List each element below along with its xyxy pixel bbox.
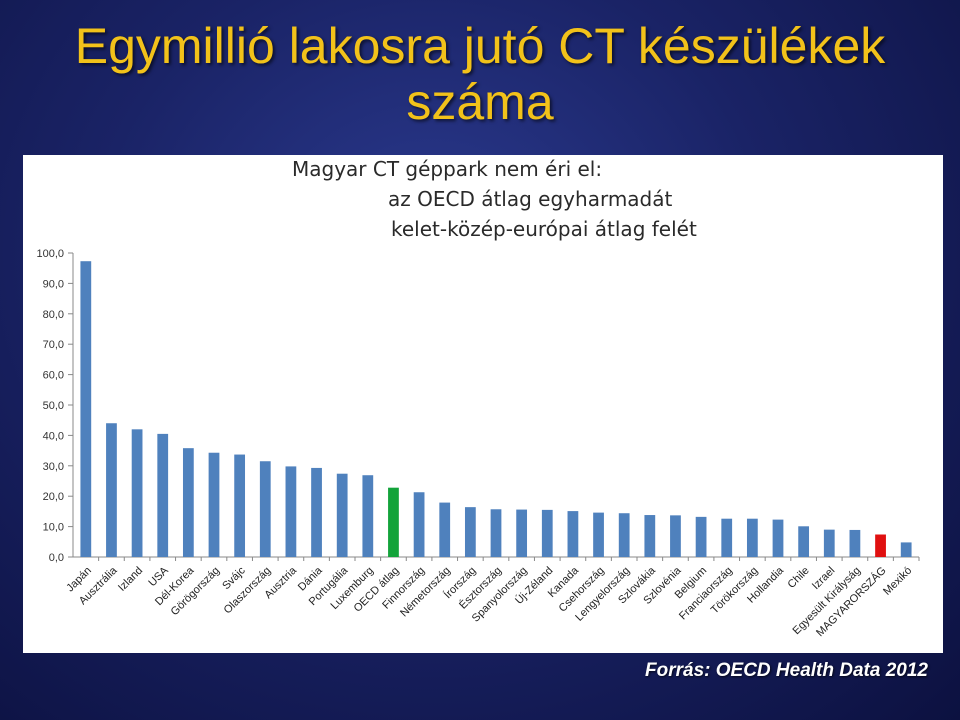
bar [464,507,476,557]
bar [208,452,220,557]
y-tick-label: 40,0 [43,430,64,442]
note-line-1: Magyar CT géppark nem éri el: [292,157,603,181]
bar [413,492,425,557]
bar [593,512,604,557]
note-line-2: az OECD átlag egyharmadát [388,187,673,211]
title-line-2: száma [406,74,554,130]
bar [311,467,322,557]
y-tick-label: 0,0 [49,552,64,564]
bar [823,529,835,557]
bar [567,511,579,557]
y-tick-label: 70,0 [43,339,64,351]
y-tick-label: 90,0 [43,278,64,290]
bar [644,515,656,557]
bar [849,529,861,557]
bar [131,429,143,557]
page-title: Egymillió lakosra jutó CT készülékek szá… [0,18,960,130]
y-tick-label: 30,0 [43,461,64,473]
bar [285,466,297,557]
bar [772,519,784,557]
bar [695,516,707,557]
note-line-3: kelet-közép-európai átlag felét [391,217,697,241]
bar [490,509,502,557]
bar [875,534,886,557]
bar [721,518,733,557]
bar [157,433,169,557]
y-tick-label: 60,0 [43,370,64,382]
bar [362,475,374,557]
y-tick-label: 50,0 [43,400,64,412]
bar [234,454,246,557]
bar [541,509,553,557]
title-line-1: Egymillió lakosra jutó CT készülékek [74,18,886,74]
y-tick-label: 20,0 [43,491,64,503]
bar [80,261,92,557]
x-tick-label: Mexikó [881,565,914,598]
y-tick-label: 10,0 [43,522,64,534]
bar [388,487,399,557]
bar-chart: 0,0 10,0 20,0 30,0 40,0 50,0 60,0 70,0 80,0 90,0 1… [36,248,920,639]
bar [439,502,451,557]
source-label: Forrás: OECD Health Data 2012 [645,660,928,681]
bar [182,448,194,557]
x-tick-label: Chile [786,565,812,591]
bar [259,461,271,557]
bar [336,473,348,557]
bar [746,518,758,557]
x-tick-label: Izland [116,565,145,594]
bar [900,542,912,557]
y-tick-label: 80,0 [43,309,64,321]
y-tick-label: 100,0 [36,248,64,260]
bar [798,526,810,557]
bar [618,513,630,557]
bar [106,423,117,557]
bar [516,509,528,557]
chart-panel: 0,0 10,0 20,0 30,0 40,0 50,0 60,0 70,0 80,0 90,0 1… [23,155,943,653]
bar [670,515,681,557]
